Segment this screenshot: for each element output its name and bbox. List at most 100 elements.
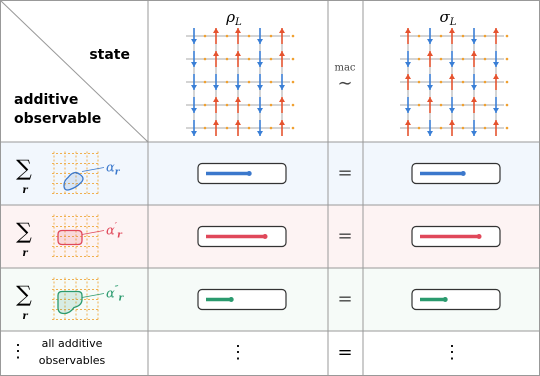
sum: ∑ [16, 157, 32, 182]
spin-head [449, 120, 455, 125]
spin-head [449, 108, 455, 113]
site [226, 58, 229, 61]
spin-head [191, 39, 197, 44]
site [226, 81, 229, 84]
spin-head [493, 108, 499, 113]
site [506, 81, 509, 84]
equals: = [337, 342, 352, 363]
value-dot [477, 234, 482, 239]
site [440, 58, 443, 61]
site [506, 127, 509, 130]
spin-head [279, 120, 285, 125]
site [484, 35, 487, 38]
spin-head [279, 85, 285, 90]
site [292, 81, 295, 84]
ellipsis: ⋮ [229, 342, 247, 363]
spin-head [235, 51, 241, 56]
site [462, 35, 465, 38]
spin-head [405, 74, 411, 79]
spin-head [257, 131, 263, 136]
site [248, 81, 251, 84]
value-dot [461, 171, 466, 176]
spin-head [191, 85, 197, 90]
spin-head [471, 131, 477, 136]
site [484, 104, 487, 107]
site [418, 104, 421, 107]
site [248, 104, 251, 107]
site [248, 35, 251, 38]
site [484, 127, 487, 130]
ellipsis: ⋮ [443, 342, 461, 363]
site [418, 81, 421, 84]
spin-head [213, 28, 219, 33]
spin-head [257, 85, 263, 90]
site [440, 81, 443, 84]
spin-head [213, 51, 219, 56]
site [506, 104, 509, 107]
spin-head [279, 28, 285, 33]
spin-head [405, 62, 411, 67]
site [248, 58, 251, 61]
state-symbol: σL [440, 8, 457, 28]
symbol: α [106, 223, 115, 238]
spin-head [213, 120, 219, 125]
value-dot [247, 171, 252, 176]
value-dot [443, 297, 448, 302]
equals: = [337, 289, 352, 310]
spin-head [493, 74, 499, 79]
subscript: L [234, 17, 242, 28]
site [204, 104, 207, 107]
spin-head [493, 28, 499, 33]
symbol: α [106, 286, 115, 301]
spin-head [235, 85, 241, 90]
spin-head [191, 108, 197, 113]
all-label: all additive [42, 337, 103, 350]
spin-head [471, 51, 477, 56]
site [204, 127, 207, 130]
spin-head [257, 39, 263, 44]
spin-head [279, 97, 285, 102]
sum-index: r [22, 185, 28, 196]
spin-head [427, 85, 433, 90]
region [58, 231, 82, 245]
spin-head [449, 74, 455, 79]
spin-head [279, 51, 285, 56]
site [462, 81, 465, 84]
observable-label: additive [14, 92, 78, 108]
site [248, 127, 251, 130]
site [226, 35, 229, 38]
site [418, 35, 421, 38]
site [462, 127, 465, 130]
subscript: L [449, 17, 457, 28]
state-symbol: ρL [225, 8, 242, 28]
spin-head [493, 120, 499, 125]
relation: ∼ [337, 73, 352, 94]
site [292, 104, 295, 107]
spin-head [427, 51, 433, 56]
site [270, 35, 273, 38]
site [418, 127, 421, 130]
site [270, 58, 273, 61]
spin-head [235, 97, 241, 102]
ellipsis: ⋮ [9, 341, 27, 362]
observable-label: observable [14, 111, 101, 127]
site [292, 58, 295, 61]
spin-head [449, 28, 455, 33]
spin-head [405, 28, 411, 33]
spin-head [257, 108, 263, 113]
site [440, 35, 443, 38]
spin-head [427, 131, 433, 136]
site [418, 58, 421, 61]
spin-head [427, 97, 433, 102]
sum-index: r [22, 311, 28, 322]
site [204, 58, 207, 61]
site [204, 81, 207, 84]
site [506, 35, 509, 38]
site [270, 127, 273, 130]
site [440, 127, 443, 130]
spin-head [235, 120, 241, 125]
site [292, 127, 295, 130]
site [270, 81, 273, 84]
spin-head [191, 131, 197, 136]
spin-head [213, 97, 219, 102]
